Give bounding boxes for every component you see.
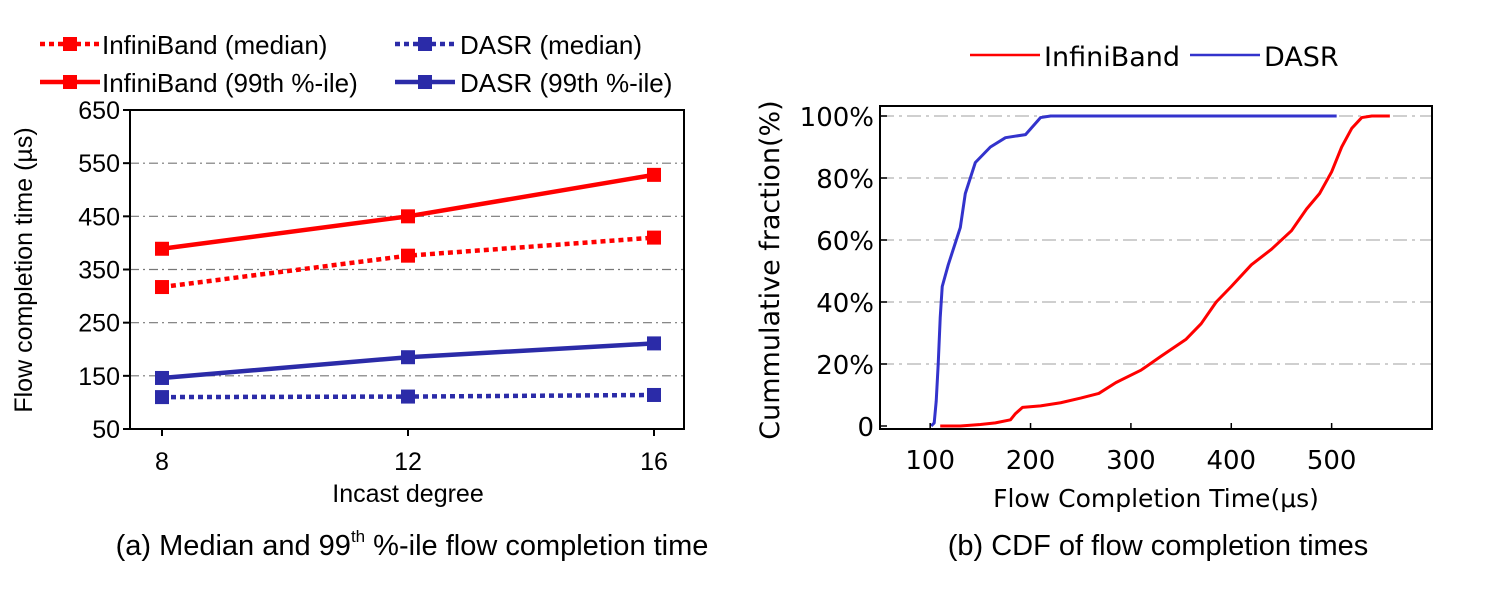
legend-a-item-0: InfiniBand (median) <box>40 30 327 60</box>
chart-a-point <box>647 336 661 351</box>
chart-a-grid <box>130 162 684 377</box>
chart-a-point <box>155 241 169 256</box>
chart-a-y-tick-label: 650 <box>78 97 120 125</box>
chart-a-point <box>401 389 415 404</box>
chart-b-grid <box>880 115 1432 365</box>
chart-a-series-0 <box>155 230 661 295</box>
chart-a-point <box>155 280 169 295</box>
chart-a-caption-superscript: th <box>351 527 365 546</box>
chart-b-series-1 <box>930 114 1337 428</box>
chart-a-series-2 <box>155 167 661 256</box>
chart-b-x-tick-label: 200 <box>1006 446 1056 476</box>
legend-a-item-1: DASR (median) <box>395 30 642 60</box>
chart-b-y-tick-label: 0 <box>857 413 874 443</box>
chart-b-x-ticks: 100 200 300 400 500 <box>905 423 1356 476</box>
chart-a-y-tick-label: 50 <box>92 416 120 444</box>
chart-b-x-tick-label: 300 <box>1106 446 1156 476</box>
chart-a-point <box>647 167 661 182</box>
chart-a-y-ticks: 50 150 250 350 450 550 650 <box>78 97 130 444</box>
legend-b-item-0: InfiniBand <box>970 42 1180 73</box>
chart-a-point <box>401 248 415 263</box>
chart-a-y-tick-label: 250 <box>78 310 120 338</box>
chart-a-y-tick-label: 150 <box>78 363 120 391</box>
legend-a-label-0: InfiniBand (median) <box>102 30 327 60</box>
chart-a-caption-suffix: %-ile flow completion time <box>365 530 708 562</box>
chart-b-x-tick-label: 100 <box>905 446 955 476</box>
chart-b-y-ticks: 0 20% 40% 60% 80% 100% <box>800 103 887 443</box>
chart-a-y-tick-label: 550 <box>78 150 120 178</box>
chart-b-caption: (b) CDF of flow completion times <box>948 530 1369 562</box>
chart-a-x-ticks: 8 12 16 <box>155 429 668 476</box>
chart-b-y-tick-label: 20% <box>816 351 874 381</box>
chart-a-series <box>155 167 661 405</box>
chart-a-legend: InfiniBand (median) DASR (median) Infini… <box>40 30 672 98</box>
chart-a-x-tick-label: 12 <box>394 448 422 476</box>
chart-a: InfiniBand (median) DASR (median) Infini… <box>10 30 708 562</box>
chart-a-point <box>155 370 169 385</box>
legend-b-label-0: InfiniBand <box>1044 42 1180 73</box>
chart-a-ylabel: Flow completion time (µs) <box>10 127 38 412</box>
chart-b-series-0 <box>940 114 1390 428</box>
chart-b-y-tick-label: 80% <box>816 165 874 195</box>
chart-b-legend: InfiniBand DASR <box>970 42 1339 73</box>
chart-a-point <box>647 230 661 245</box>
chart-b-y-tick-label: 40% <box>816 289 874 319</box>
chart-a-point <box>647 387 661 402</box>
chart-a-series-1 <box>155 387 661 405</box>
chart-a-caption-prefix: (a) Median and 99 <box>116 530 351 562</box>
chart-b-y-tick-label: 60% <box>816 227 874 257</box>
chart-b-ylabel: Cummulative fraction(%) <box>755 100 786 439</box>
chart-b-x-tick-label: 500 <box>1307 446 1357 476</box>
chart-a-series-3 <box>155 336 661 385</box>
legend-a-item-2: InfiniBand (99th %-ile) <box>40 68 358 98</box>
chart-a-y-tick-label: 450 <box>78 203 120 231</box>
legend-b-item-1: DASR <box>1190 42 1339 73</box>
chart-a-y-tick-label: 350 <box>78 257 120 285</box>
chart-a-x-tick-label: 8 <box>155 448 169 476</box>
chart-a-point <box>155 390 169 405</box>
chart-b-xlabel: Flow Completion Time(μs) <box>993 484 1319 513</box>
chart-a-caption: (a) Median and 99th %-ile flow completio… <box>116 527 709 562</box>
chart-a-x-tick-label: 16 <box>640 448 668 476</box>
chart-a-point <box>401 209 415 224</box>
legend-a-label-1: DASR (median) <box>460 30 642 60</box>
chart-b-plot-frame <box>879 105 1433 430</box>
chart-b-y-tick-label: 100% <box>800 103 874 133</box>
chart-a-xlabel: Incast degree <box>332 480 484 508</box>
chart-b: InfiniBand DASR 0 20% 40% 60% 80% 100% 100 200… <box>755 42 1433 562</box>
legend-a-item-3: DASR (99th %-ile) <box>395 68 672 98</box>
legend-b-label-1: DASR <box>1264 42 1339 73</box>
legend-a-label-2: InfiniBand (99th %-ile) <box>102 68 358 98</box>
chart-a-point <box>401 350 415 365</box>
chart-b-series <box>930 114 1390 428</box>
legend-a-label-3: DASR (99th %-ile) <box>460 68 672 98</box>
chart-b-x-tick-label: 400 <box>1206 446 1256 476</box>
